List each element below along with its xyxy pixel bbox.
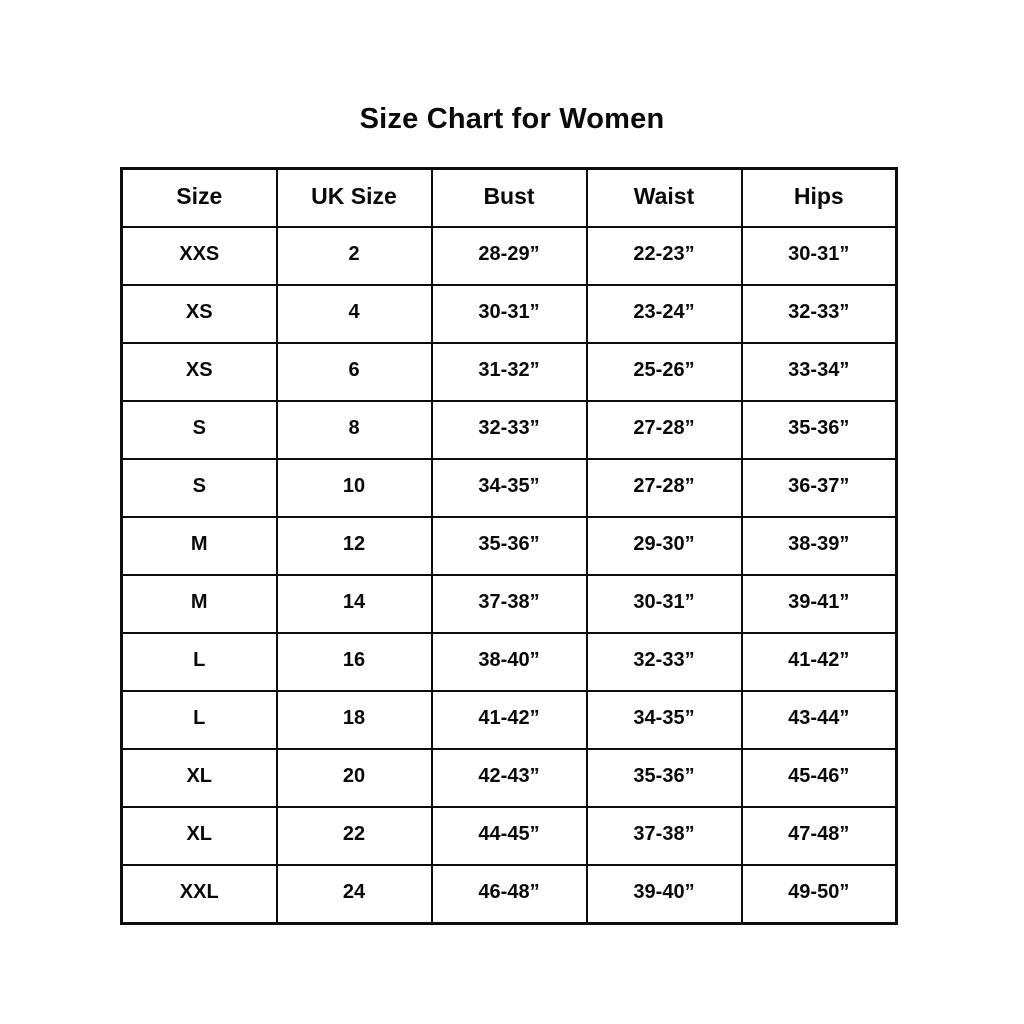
table-body: XXS 2 28-29” 22-23” 30-31” XS 4 30-31” 23-24” 32-… [120, 226, 898, 925]
table-cell: 27-28” [585, 400, 743, 460]
column-header-bust: Bust [430, 167, 588, 228]
table-cell: 35-36” [585, 748, 743, 808]
table-cell: 45-46” [740, 748, 898, 808]
table-cell: 34-35” [430, 458, 588, 518]
table-cell: 10 [275, 458, 433, 518]
table-cell: 47-48” [740, 806, 898, 866]
table-cell: 35-36” [430, 516, 588, 576]
column-header-hips: Hips [740, 167, 898, 228]
column-header-size: Size [120, 167, 278, 228]
table-cell: XS [120, 284, 278, 344]
table-cell: 6 [275, 342, 433, 402]
table-cell: 39-40” [585, 864, 743, 925]
table-cell: XL [120, 806, 278, 866]
table-cell: 32-33” [430, 400, 588, 460]
table-row: XL 22 44-45” 37-38” 47-48” [120, 806, 898, 866]
table-cell: 29-30” [585, 516, 743, 576]
table-cell: XL [120, 748, 278, 808]
table-cell: 37-38” [430, 574, 588, 634]
table-cell: 14 [275, 574, 433, 634]
table-cell: 22 [275, 806, 433, 866]
table-cell: L [120, 690, 278, 750]
table-row: L 16 38-40” 32-33” 41-42” [120, 632, 898, 692]
table-row: XXL 24 46-48” 39-40” 49-50” [120, 864, 898, 925]
table-cell: XXL [120, 864, 278, 925]
table-cell: 34-35” [585, 690, 743, 750]
table-cell: 23-24” [585, 284, 743, 344]
size-chart-table: Size UK Size Bust Waist Hips XXS 2 28-29” 2… [120, 167, 898, 925]
table-row: XXS 2 28-29” 22-23” 30-31” [120, 226, 898, 286]
table-cell: 22-23” [585, 226, 743, 286]
table-cell: 44-45” [430, 806, 588, 866]
table-cell: XS [120, 342, 278, 402]
table-cell: 30-31” [430, 284, 588, 344]
table-row: S 10 34-35” 27-28” 36-37” [120, 458, 898, 518]
table-cell: 20 [275, 748, 433, 808]
table-row: S 8 32-33” 27-28” 35-36” [120, 400, 898, 460]
table-header: Size UK Size Bust Waist Hips [120, 167, 898, 228]
table-cell: 24 [275, 864, 433, 925]
table-cell: 32-33” [585, 632, 743, 692]
table-cell: 49-50” [740, 864, 898, 925]
table-cell: 38-39” [740, 516, 898, 576]
table-row: M 14 37-38” 30-31” 39-41” [120, 574, 898, 634]
page-title: Size Chart for Women [359, 103, 665, 135]
table-cell: 43-44” [740, 690, 898, 750]
table-cell: 2 [275, 226, 433, 286]
table-cell: 36-37” [740, 458, 898, 518]
table-cell: 41-42” [430, 690, 588, 750]
table-cell: 30-31” [585, 574, 743, 634]
table-cell: 39-41” [740, 574, 898, 634]
column-header-waist: Waist [585, 167, 743, 228]
table-cell: 38-40” [430, 632, 588, 692]
table-row: XS 4 30-31” 23-24” 32-33” [120, 284, 898, 344]
table-cell: 33-34” [740, 342, 898, 402]
table-cell: 42-43” [430, 748, 588, 808]
table-cell: 12 [275, 516, 433, 576]
table-row: XL 20 42-43” 35-36” 45-46” [120, 748, 898, 808]
table-cell: 46-48” [430, 864, 588, 925]
table-row: M 12 35-36” 29-30” 38-39” [120, 516, 898, 576]
table-cell: 32-33” [740, 284, 898, 344]
table-cell: 31-32” [430, 342, 588, 402]
column-header-uk-size: UK Size [275, 167, 433, 228]
table-cell: M [120, 516, 278, 576]
table-cell: M [120, 574, 278, 634]
table-cell: 25-26” [585, 342, 743, 402]
table-cell: 16 [275, 632, 433, 692]
table-cell: 27-28” [585, 458, 743, 518]
table-row: L 18 41-42” 34-35” 43-44” [120, 690, 898, 750]
table-cell: 30-31” [740, 226, 898, 286]
table-cell: 4 [275, 284, 433, 344]
table-cell: 35-36” [740, 400, 898, 460]
table-cell: L [120, 632, 278, 692]
table-row: XS 6 31-32” 25-26” 33-34” [120, 342, 898, 402]
table-cell: 28-29” [430, 226, 588, 286]
table-cell: 37-38” [585, 806, 743, 866]
table-cell: 41-42” [740, 632, 898, 692]
table-cell: XXS [120, 226, 278, 286]
table-cell: 18 [275, 690, 433, 750]
table-cell: S [120, 400, 278, 460]
table-cell: S [120, 458, 278, 518]
header-row: Size UK Size Bust Waist Hips [120, 167, 898, 228]
table-cell: 8 [275, 400, 433, 460]
